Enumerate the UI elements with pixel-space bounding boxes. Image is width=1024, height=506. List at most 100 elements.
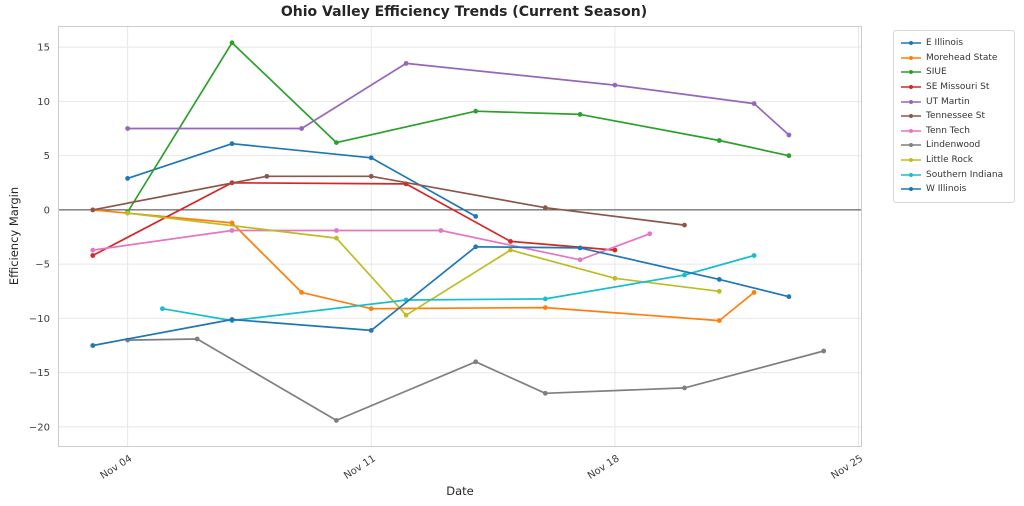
data-point-lindenwood xyxy=(682,385,687,391)
legend-item-little-rock: Little Rock xyxy=(901,153,1007,168)
legend-label: W Illinois xyxy=(926,184,967,195)
legend-swatch-siue xyxy=(901,70,921,75)
legend-marker-icon xyxy=(909,55,913,60)
series-line-southern-indiana xyxy=(161,254,755,322)
y-tick-label: −15 xyxy=(29,368,50,379)
data-point-little-rock xyxy=(403,312,409,318)
series-line-w-illinois xyxy=(91,245,790,347)
y-tick-label: 10 xyxy=(37,97,50,108)
data-point-southern-indiana xyxy=(542,296,548,302)
data-point-southern-indiana xyxy=(160,306,165,312)
data-point-se-missouri-st xyxy=(508,239,513,244)
legend-label: E Illinois xyxy=(926,38,964,49)
series-line-ut-martin xyxy=(126,62,790,136)
legend-swatch-tenn-tech xyxy=(901,128,921,133)
legend: E Illinois Morehead State SIUE SE Missouri … xyxy=(893,30,1015,203)
data-point-siue xyxy=(334,140,339,145)
data-point-w-illinois xyxy=(229,317,235,322)
legend-item-ut-martin: UT Martin xyxy=(901,94,1007,109)
data-point-tennessee-st xyxy=(90,207,96,213)
legend-label: SIUE xyxy=(926,67,947,78)
chart-title: Ohio Valley Efficiency Trends (Current S… xyxy=(280,4,648,20)
data-point-morehead-state xyxy=(368,306,374,312)
series-line-little-rock xyxy=(126,212,721,317)
y-tick-label: −10 xyxy=(29,314,50,325)
data-point-ut-martin xyxy=(751,101,757,106)
legend-label: Morehead State xyxy=(926,52,998,63)
legend-item-southern-indiana: Southern Indiana xyxy=(901,167,1007,182)
legend-item-se-missouri-st: SE Missouri St xyxy=(901,80,1007,95)
legend-swatch-tennessee-st xyxy=(901,114,921,119)
x-tick-label: Nov 04 xyxy=(99,453,135,482)
legend-item-morehead-state: Morehead State xyxy=(901,51,1007,66)
data-point-w-illinois xyxy=(577,245,583,251)
legend-item-tenn-tech: Tenn Tech xyxy=(901,124,1007,139)
legend-marker-icon xyxy=(909,85,913,90)
legend-marker-icon xyxy=(909,143,913,148)
legend-swatch-little-rock xyxy=(901,158,921,163)
legend-marker-icon xyxy=(909,99,913,104)
y-axis-label: Efficiency Margin xyxy=(7,186,21,286)
series-line-lindenwood xyxy=(126,338,825,422)
data-point-tennessee-st xyxy=(542,205,548,211)
legend-marker-icon xyxy=(909,41,913,46)
y-tick-label: −5 xyxy=(35,260,50,271)
legend-swatch-morehead-state xyxy=(901,55,921,60)
data-point-siue xyxy=(577,112,583,117)
x-tick-label: Nov 18 xyxy=(586,453,622,482)
x-tick-label: Nov 11 xyxy=(342,453,378,482)
data-point-ut-martin xyxy=(403,61,409,66)
data-point-lindenwood xyxy=(473,359,479,365)
series-line-tenn-tech xyxy=(91,229,651,261)
legend-item-e-illinois: E Illinois xyxy=(901,36,1007,51)
data-point-siue xyxy=(473,108,479,114)
legend-label: UT Martin xyxy=(926,96,970,107)
data-point-tenn-tech xyxy=(577,257,583,263)
data-point-siue xyxy=(229,40,235,46)
data-point-e-illinois xyxy=(368,155,374,161)
legend-swatch-ut-martin xyxy=(901,99,921,104)
legend-marker-icon xyxy=(909,187,913,192)
data-point-little-rock xyxy=(508,247,513,253)
data-point-ut-martin xyxy=(786,132,792,138)
data-point-w-illinois xyxy=(716,277,722,282)
data-point-tenn-tech xyxy=(334,228,339,233)
x-tick-label: Nov 25 xyxy=(829,453,865,482)
data-point-e-illinois xyxy=(229,141,235,147)
legend-item-lindenwood: Lindenwood xyxy=(901,138,1007,153)
data-point-tennessee-st xyxy=(682,222,687,228)
data-point-southern-indiana xyxy=(682,272,687,278)
data-point-e-illinois xyxy=(473,214,479,219)
data-point-se-missouri-st xyxy=(90,253,96,258)
data-point-e-illinois xyxy=(125,176,130,181)
data-point-little-rock xyxy=(716,288,722,294)
data-point-tenn-tech xyxy=(229,228,235,233)
y-tick-label: 0 xyxy=(44,205,50,216)
data-point-tennessee-st xyxy=(368,173,374,179)
data-point-ut-martin xyxy=(612,82,618,88)
data-point-lindenwood xyxy=(334,418,339,423)
data-point-ut-martin xyxy=(299,126,304,131)
legend-item-siue: SIUE xyxy=(901,65,1007,80)
data-point-morehead-state xyxy=(542,305,548,310)
legend-swatch-lindenwood xyxy=(901,143,921,148)
data-point-w-illinois xyxy=(473,244,479,250)
data-point-southern-indiana xyxy=(751,253,757,258)
legend-swatch-w-illinois xyxy=(901,187,921,192)
data-point-morehead-state xyxy=(751,290,757,295)
data-point-little-rock xyxy=(125,210,130,216)
data-point-morehead-state xyxy=(229,220,235,226)
legend-swatch-e-illinois xyxy=(901,41,921,46)
data-point-siue xyxy=(786,153,792,159)
data-point-lindenwood xyxy=(542,390,548,396)
y-tick-label: 5 xyxy=(44,151,50,162)
series-line-e-illinois xyxy=(126,142,477,218)
data-point-w-illinois xyxy=(368,328,374,333)
legend-marker-icon xyxy=(909,114,913,119)
legend-label: Tenn Tech xyxy=(926,125,970,136)
legend-label: Tennessee St xyxy=(926,111,986,122)
data-point-siue xyxy=(716,138,722,143)
legend-marker-icon xyxy=(909,172,913,177)
data-point-morehead-state xyxy=(299,290,304,295)
